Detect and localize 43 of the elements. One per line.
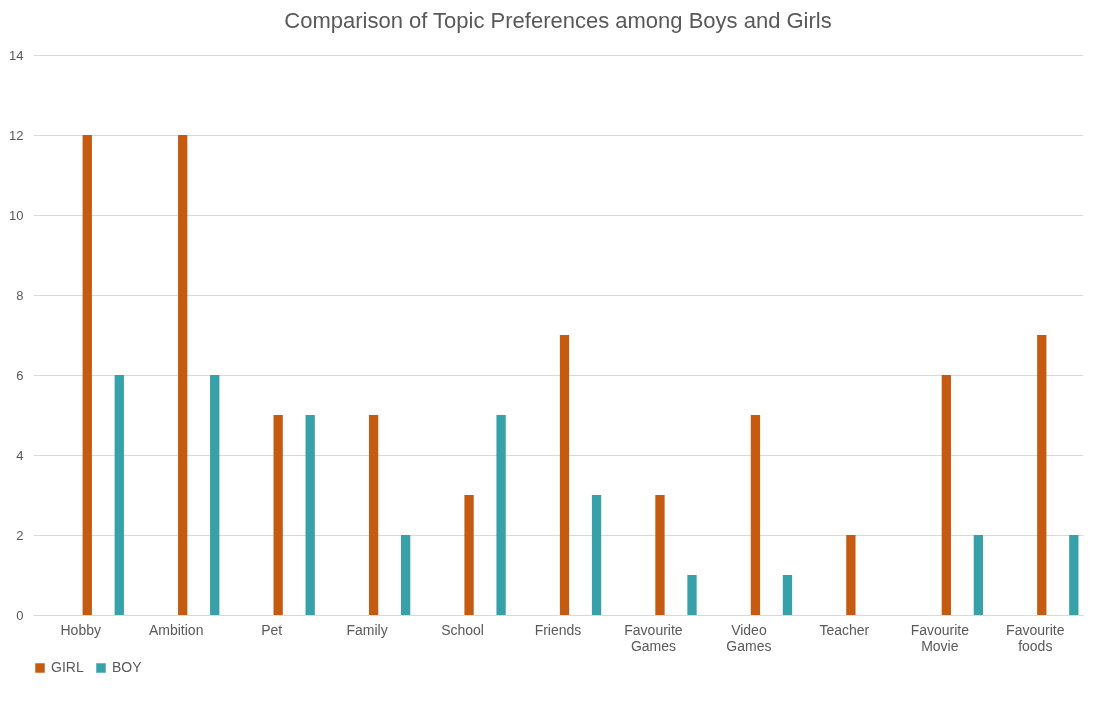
- x-tick-label: Favourite Games: [624, 621, 683, 654]
- bar: [782, 575, 793, 615]
- y-tick-label: 14: [9, 47, 24, 63]
- bar: [941, 375, 951, 615]
- y-tick-label: 4: [16, 447, 24, 463]
- bar: [1037, 335, 1047, 615]
- bar: [559, 335, 570, 615]
- bar: [210, 375, 220, 615]
- y-tick-label: 6: [16, 367, 24, 383]
- x-tick-label: Hobby: [60, 621, 101, 638]
- bar: [114, 375, 124, 615]
- bar: [750, 415, 761, 615]
- legend-label: BOY: [112, 659, 143, 675]
- x-tick-label: School: [441, 621, 484, 638]
- bar: [846, 535, 856, 615]
- x-tick-label: Pet: [261, 621, 283, 638]
- bar: [591, 495, 602, 615]
- bar: [655, 495, 665, 615]
- bar: [464, 495, 474, 615]
- x-tick-label: Friends: [534, 621, 582, 638]
- x-tick-label: Favourite Movie: [910, 621, 970, 654]
- legend-label: GIRL: [51, 659, 84, 675]
- bar: [496, 415, 506, 615]
- y-tick-label: 2: [16, 527, 24, 543]
- bar: [82, 135, 92, 615]
- bar: [687, 575, 697, 615]
- x-tick-label: Favourite foods: [1006, 621, 1065, 654]
- bar: [178, 135, 188, 615]
- x-tick-label: Ambition: [148, 621, 204, 638]
- y-tick-label: 10: [9, 207, 24, 223]
- bar: [973, 535, 984, 615]
- bar: [368, 415, 379, 615]
- bar: [400, 535, 411, 615]
- bar: [273, 415, 283, 615]
- x-tick-label: Teacher: [819, 621, 870, 638]
- chart-title: Comparison of Topic Preferences among Boys and Girls: [284, 8, 832, 33]
- y-tick-label: 12: [9, 127, 24, 143]
- bar: [305, 415, 315, 615]
- x-tick-label: Family: [346, 621, 388, 638]
- x-tick-label: Video Games: [726, 621, 772, 654]
- y-tick-label: 0: [16, 607, 24, 623]
- y-tick-label: 8: [16, 287, 24, 303]
- bar: [1069, 535, 1079, 615]
